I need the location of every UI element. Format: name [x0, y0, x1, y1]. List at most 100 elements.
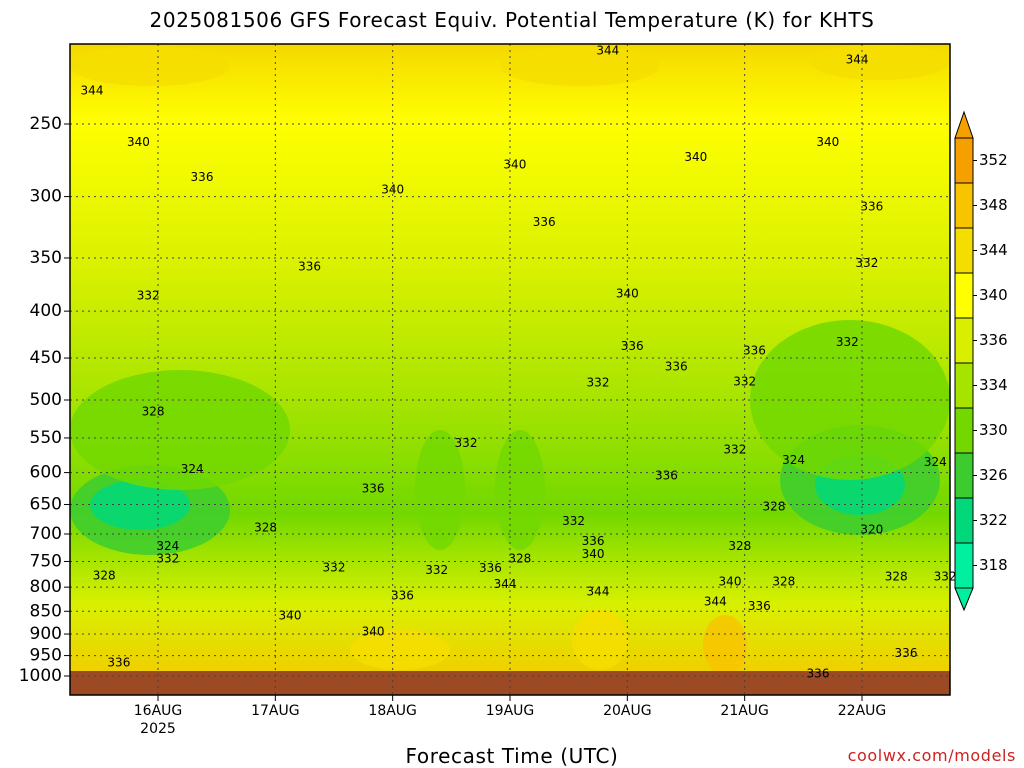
x-tick-label: 19AUG: [486, 703, 535, 719]
contour-label: 328: [885, 570, 908, 584]
x-tick-sublabel: 2025: [140, 721, 176, 737]
contour-label: 332: [323, 560, 346, 574]
chart-title: 2025081506 GFS Forecast Equiv. Potential…: [149, 8, 875, 32]
contour-label: 336: [298, 259, 321, 273]
contour-label: 336: [479, 561, 502, 575]
contour-label: 344: [846, 53, 869, 67]
plot-area: 344 340 336 332 328 324 328 324 332 328 336 336 340 3…: [69, 43, 957, 696]
shaded-region: [572, 610, 628, 670]
contour-label: 324: [924, 455, 947, 469]
shaded-region: [350, 630, 450, 670]
y-tick-label: 550: [30, 428, 62, 448]
contour-label: 336: [743, 343, 766, 357]
contour-label: 324: [181, 462, 204, 476]
contour-label: 328: [508, 551, 531, 565]
contour-label: 340: [503, 157, 526, 171]
colorbar-label: 344: [979, 241, 1008, 259]
contour-label: 340: [127, 135, 150, 149]
colorbar-label: 352: [979, 151, 1008, 169]
contour-label: 320: [860, 522, 883, 536]
x-axis: 16AUG 2025 17AUG 18AUG 19AUG 20AUG 21AUG 22AUG: [134, 695, 887, 737]
shaded-region: [415, 430, 465, 550]
contour-label: 336: [107, 656, 130, 670]
colorbar-label: 318: [979, 556, 1008, 574]
y-tick-label: 450: [30, 348, 62, 368]
x-tick-label: 17AUG: [251, 703, 300, 719]
y-tick-label: 700: [30, 524, 62, 544]
shaded-region: [90, 480, 190, 530]
colorbar-label: 348: [979, 196, 1008, 214]
contour-label: 332: [723, 443, 746, 457]
y-tick-label: 300: [30, 187, 62, 207]
contour-label: 336: [621, 339, 644, 353]
y-tick-label: 250: [30, 114, 62, 134]
y-tick-label: 800: [30, 577, 62, 597]
y-tick-label: 950: [30, 646, 62, 666]
x-tick-label: 21AUG: [720, 703, 769, 719]
shaded-region: [495, 430, 545, 550]
contour-label: 340: [279, 608, 302, 622]
shaded-region: [500, 46, 660, 86]
colorbar-label: 326: [979, 466, 1008, 484]
contour-label: 328: [763, 499, 786, 513]
x-tick-label: 18AUG: [368, 703, 417, 719]
contour-label: 332: [562, 514, 585, 528]
contour-label: 336: [807, 667, 830, 681]
contour-label: 340: [616, 286, 639, 300]
x-tick-label: 20AUG: [603, 703, 652, 719]
contour-label: 328: [142, 404, 165, 418]
contour-label: 344: [596, 43, 619, 57]
y-tick-label: 850: [30, 601, 62, 621]
colorbar-label: 322: [979, 511, 1008, 529]
contour-label: 344: [704, 594, 727, 608]
y-tick-label: 900: [30, 624, 62, 644]
contour-label: 336: [391, 589, 414, 603]
contour-label: 336: [191, 170, 214, 184]
shaded-region: [70, 46, 230, 86]
contour-label: 328: [93, 569, 116, 583]
colorbar: 352 348 344 340 336 334 330 326 322 318: [954, 110, 1008, 612]
site-credit: coolwx.com/models: [847, 746, 1016, 765]
colorbar-label: 334: [979, 376, 1008, 394]
shaded-region: [810, 44, 950, 80]
contour-label: 336: [665, 359, 688, 373]
colorbar-segment: [954, 497, 974, 544]
contour-label: 340: [684, 150, 707, 164]
colorbar-label: 336: [979, 331, 1008, 349]
shaded-region: [703, 615, 747, 675]
contour-label: 336: [895, 646, 918, 660]
contour-label: 340: [381, 182, 404, 196]
grid-lines: [70, 44, 950, 695]
colorbar-label: 330: [979, 421, 1008, 439]
contour-label: 344: [81, 83, 104, 97]
contour-label: 328: [772, 575, 795, 589]
colorbar-segment: [954, 542, 974, 589]
colorbar-bottom-arrow: [954, 587, 974, 612]
contour-label: 332: [137, 288, 160, 302]
contour-label: 340: [362, 624, 385, 638]
contour-label: 344: [587, 585, 610, 599]
contour-label: 340: [816, 135, 839, 149]
contour-label: 340: [719, 575, 742, 589]
contour-label: 324: [156, 539, 179, 553]
contour-labels: 344 340 336 332 328 324 328 324 332 328 336 336 340 3…: [81, 43, 957, 680]
colorbar-segment: [954, 407, 974, 454]
colorbar-segment: [954, 272, 974, 319]
contour-label: 332: [855, 256, 878, 270]
contour-label: 336: [860, 200, 883, 214]
colorbar-segment: [954, 137, 974, 184]
colorbar-segment: [954, 317, 974, 364]
contour-label: 332: [934, 570, 957, 584]
x-tick-label: 22AUG: [838, 703, 887, 719]
contour-label: 344: [494, 577, 517, 591]
y-tick-label: 350: [30, 248, 62, 268]
colorbar-top-arrow: [954, 110, 974, 139]
contour-label: 332: [587, 375, 610, 389]
contour-label: 340: [582, 547, 605, 561]
contour-label: 332: [425, 563, 448, 577]
contour-label: 328: [254, 521, 277, 535]
colorbar-segment: [954, 452, 974, 499]
contour-label: 336: [533, 215, 556, 229]
x-tick-label: 16AUG: [134, 703, 183, 719]
